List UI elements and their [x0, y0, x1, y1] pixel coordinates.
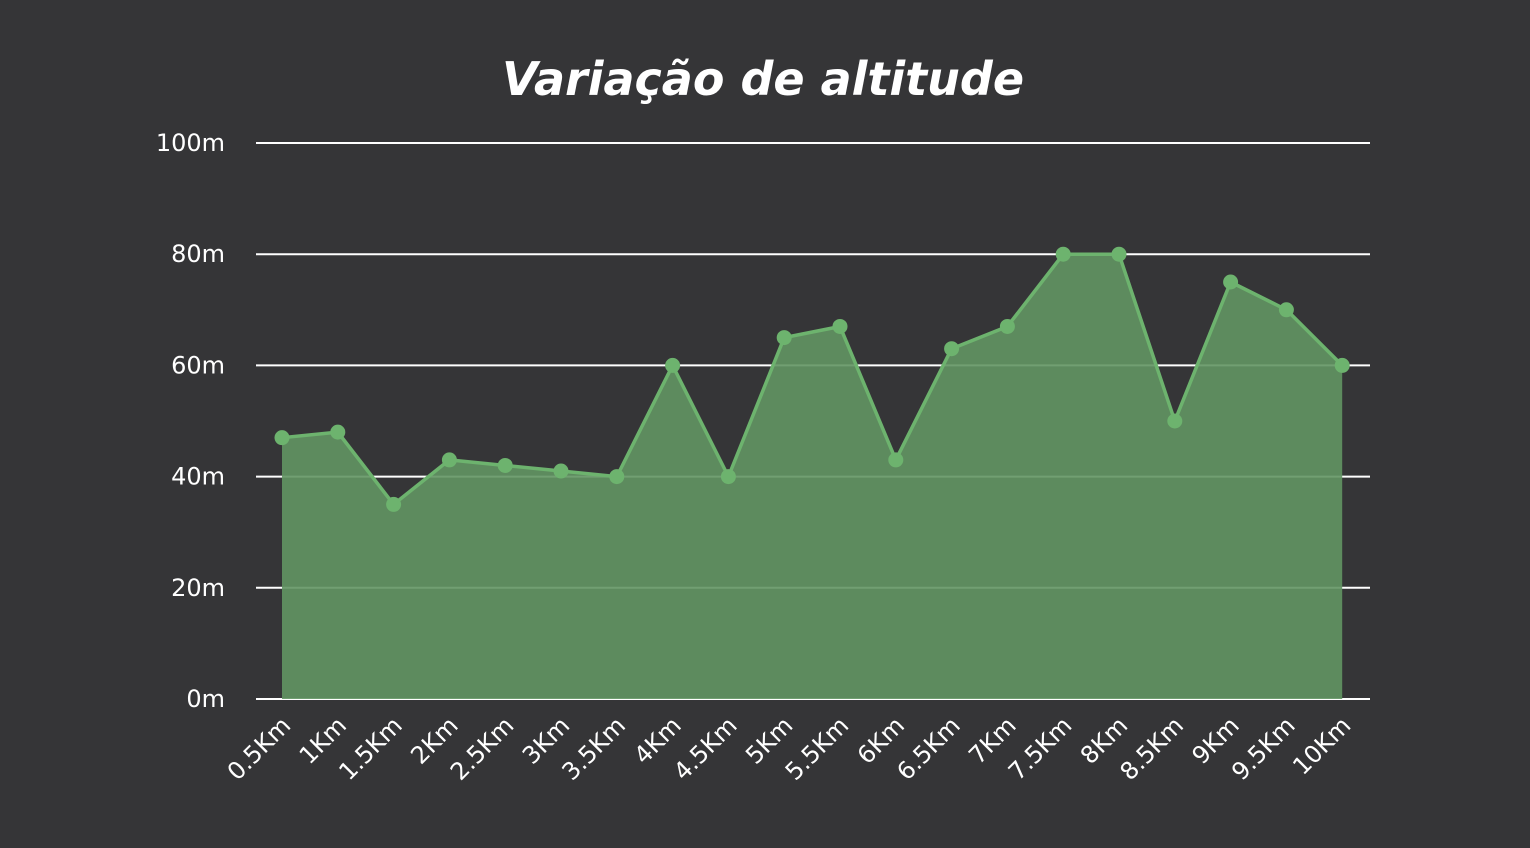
x-tick-label: 8.5Km	[1115, 711, 1189, 785]
data-point	[720, 469, 736, 485]
data-point	[441, 452, 457, 468]
y-tick-label: 20m	[171, 574, 225, 602]
data-point	[776, 330, 792, 346]
data-point	[553, 463, 569, 479]
area-fill	[282, 254, 1343, 699]
chart-title: Variação de altitude	[501, 52, 1025, 106]
x-tick-label: 3.5Km	[557, 711, 631, 785]
x-tick-label: 1.5Km	[333, 711, 407, 785]
data-point	[497, 457, 513, 473]
data-point	[1223, 274, 1239, 290]
data-point	[386, 496, 402, 512]
series-line	[281, 252, 1344, 507]
x-tick-label: 0.5Km	[222, 711, 296, 785]
y-tick-label: 0m	[186, 685, 225, 713]
data-point	[330, 424, 346, 440]
area-layer	[274, 246, 1350, 699]
data-point	[274, 430, 290, 446]
y-axis-ticks: 0m 20m 40m 60m 80m 100m	[156, 129, 225, 713]
y-tick-label: 60m	[171, 351, 225, 379]
x-tick-label: 9.5Km	[1226, 711, 1300, 785]
data-point	[609, 469, 625, 485]
y-tick-label: 40m	[171, 463, 225, 491]
data-point	[1278, 302, 1294, 318]
data-point	[1167, 413, 1183, 429]
x-axis-ticks: 0.5Km1Km1.5Km2Km2.5Km3Km3.5Km4Km4.5Km5Km…	[222, 711, 1357, 785]
x-tick-label: 2.5Km	[445, 711, 519, 785]
y-tick-label: 80m	[171, 240, 225, 268]
data-point	[1111, 246, 1127, 262]
x-tick-label: 6.5Km	[891, 711, 965, 785]
data-point	[944, 341, 960, 357]
x-tick-label: 7.5Km	[1003, 711, 1077, 785]
data-point	[665, 357, 681, 373]
x-tick-label: 4.5Km	[668, 711, 742, 785]
data-point	[1334, 357, 1350, 373]
data-point	[832, 318, 848, 334]
x-tick-label: 10Km	[1287, 711, 1356, 780]
y-tick-label: 100m	[156, 129, 225, 157]
data-point	[888, 452, 904, 468]
data-point	[999, 318, 1015, 334]
x-tick-label: 5.5Km	[780, 711, 854, 785]
data-point	[1055, 246, 1071, 262]
